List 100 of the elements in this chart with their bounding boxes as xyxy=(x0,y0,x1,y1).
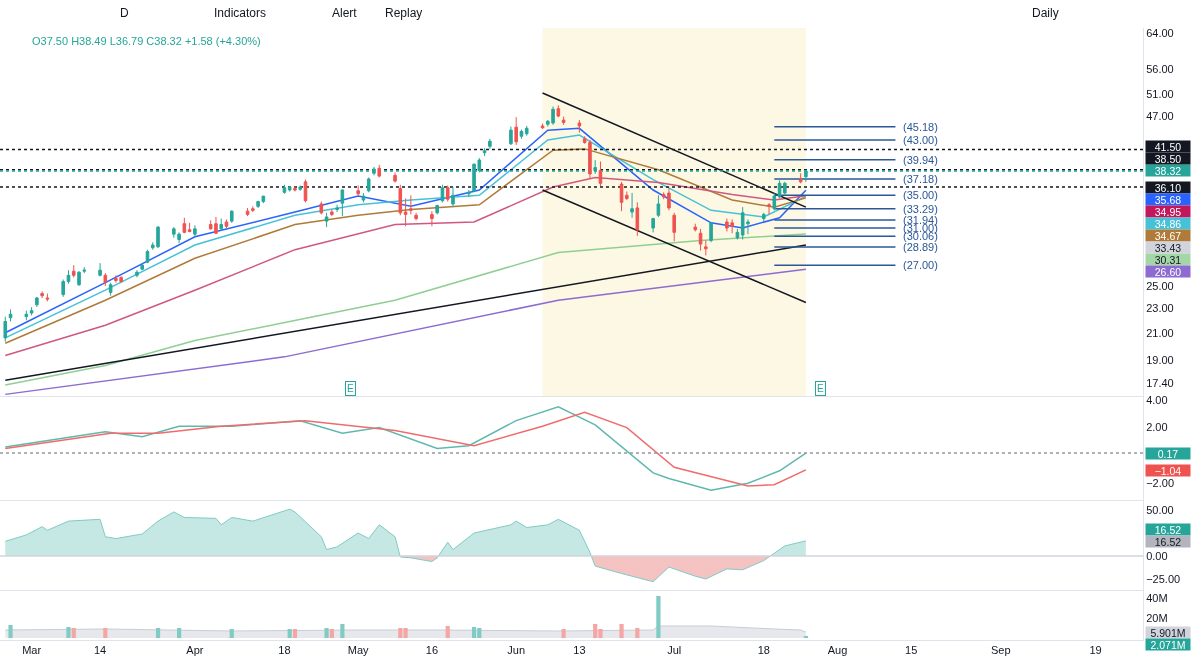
annotation: E xyxy=(817,383,824,394)
y-tick-label: 56.00 xyxy=(1146,62,1174,75)
candlestick xyxy=(804,169,808,183)
bar xyxy=(176,628,182,638)
x-tick-label: Aug xyxy=(827,644,848,657)
candlestick xyxy=(103,272,108,287)
candlestick xyxy=(330,209,334,217)
candlestick xyxy=(735,228,740,241)
bar xyxy=(656,596,661,638)
candlestick xyxy=(135,269,139,278)
y-tick-label: 47.00 xyxy=(1146,109,1174,122)
series-label: (28.89) xyxy=(903,241,938,253)
y-tick-label: 64.00 xyxy=(1146,26,1174,39)
candlestick xyxy=(467,189,471,198)
x-tick-label: Apr xyxy=(186,644,204,657)
candlestick xyxy=(435,204,439,215)
candlestick xyxy=(619,181,624,212)
candlestick xyxy=(324,212,329,228)
candlestick xyxy=(561,116,566,126)
text: O37.50 H38.49 L36.79 C38.32 +1.58 (+4.30%) xyxy=(32,35,261,47)
legend-label: 38.50 xyxy=(1154,152,1182,165)
bar xyxy=(619,624,624,638)
ref-line-label: 38.32 xyxy=(1154,164,1182,177)
series-label: (45.18) xyxy=(903,121,938,133)
bar xyxy=(324,628,329,638)
candlestick xyxy=(761,212,766,223)
text: 34.67 xyxy=(1154,229,1182,242)
bar xyxy=(66,627,71,638)
candlestick xyxy=(672,212,676,242)
y-tick-label: 0.00 xyxy=(1146,549,1168,562)
y-tick-label: −2.00 xyxy=(1146,477,1175,490)
x-tick-label: 18 xyxy=(278,644,291,657)
x-tick-label: Mar xyxy=(22,644,42,657)
x-tick-label: 19 xyxy=(1089,644,1102,657)
candlestick xyxy=(403,197,408,227)
candlestick xyxy=(372,166,376,176)
text: 35.68 xyxy=(1154,193,1182,206)
candlestick xyxy=(625,191,629,201)
y-tick-label: 23.00 xyxy=(1146,302,1174,315)
candlestick xyxy=(40,290,44,299)
bar xyxy=(340,624,345,638)
x-tick-label: May xyxy=(347,644,370,657)
y-tick-label: 20M xyxy=(1146,611,1168,624)
candlestick xyxy=(524,125,529,137)
candlestick xyxy=(704,239,708,256)
candlestick xyxy=(445,185,450,203)
candlestick xyxy=(409,194,413,215)
bar xyxy=(229,629,234,638)
candlestick xyxy=(451,186,455,208)
candlestick xyxy=(77,270,81,287)
series-label: (33.29) xyxy=(903,203,938,215)
series-label: (27.00) xyxy=(903,259,938,271)
bar xyxy=(445,626,450,638)
candlestick xyxy=(287,185,292,193)
candlestick xyxy=(540,123,545,130)
text: 0.17 xyxy=(1157,447,1179,460)
text: Daily xyxy=(1032,6,1059,20)
candlestick xyxy=(630,192,634,219)
x-tick-label: Jun xyxy=(507,644,526,657)
x-tick-label: Jul xyxy=(667,644,682,657)
candlestick xyxy=(187,222,192,233)
text: Replay xyxy=(385,6,423,20)
y-tick-label: 4.00 xyxy=(1146,393,1168,406)
ref-line-label: 36.10 xyxy=(1154,181,1182,194)
text: D xyxy=(120,6,129,20)
candlestick xyxy=(61,278,65,298)
candlestick xyxy=(29,306,34,316)
y-tick-label: 17.40 xyxy=(1146,377,1174,390)
text: 34.95 xyxy=(1154,205,1182,218)
x-tick-label: 18 xyxy=(757,644,770,657)
candlestick xyxy=(430,210,434,227)
candlestick xyxy=(482,147,487,157)
candlestick xyxy=(335,204,339,213)
bar xyxy=(287,629,292,638)
candlestick xyxy=(656,194,661,218)
candlestick xyxy=(66,269,71,285)
x-tick-label: 14 xyxy=(93,644,107,657)
bar xyxy=(292,629,298,638)
candlestick xyxy=(35,296,39,308)
candlestick xyxy=(219,218,224,232)
bar xyxy=(155,628,161,638)
candlestick xyxy=(514,116,518,146)
text: 16.52 xyxy=(1154,523,1182,536)
text: 26.60 xyxy=(1154,265,1182,278)
bar xyxy=(103,628,108,638)
candlestick xyxy=(361,192,366,203)
y-tick-label: −25.00 xyxy=(1146,572,1181,585)
y-tick-label: 51.00 xyxy=(1146,87,1174,100)
candlestick xyxy=(698,228,703,252)
candlestick xyxy=(224,218,229,229)
y-tick-label: 40M xyxy=(1146,591,1168,604)
candlestick xyxy=(293,185,297,193)
text: −1.04 xyxy=(1154,464,1182,477)
text: 30.31 xyxy=(1154,253,1182,266)
annotation: E xyxy=(347,383,354,394)
series-label: (43.00) xyxy=(903,134,938,146)
y-tick-label: 25.00 xyxy=(1146,279,1174,292)
candlestick xyxy=(82,266,87,274)
bar xyxy=(561,629,566,638)
candlestick xyxy=(377,164,382,178)
